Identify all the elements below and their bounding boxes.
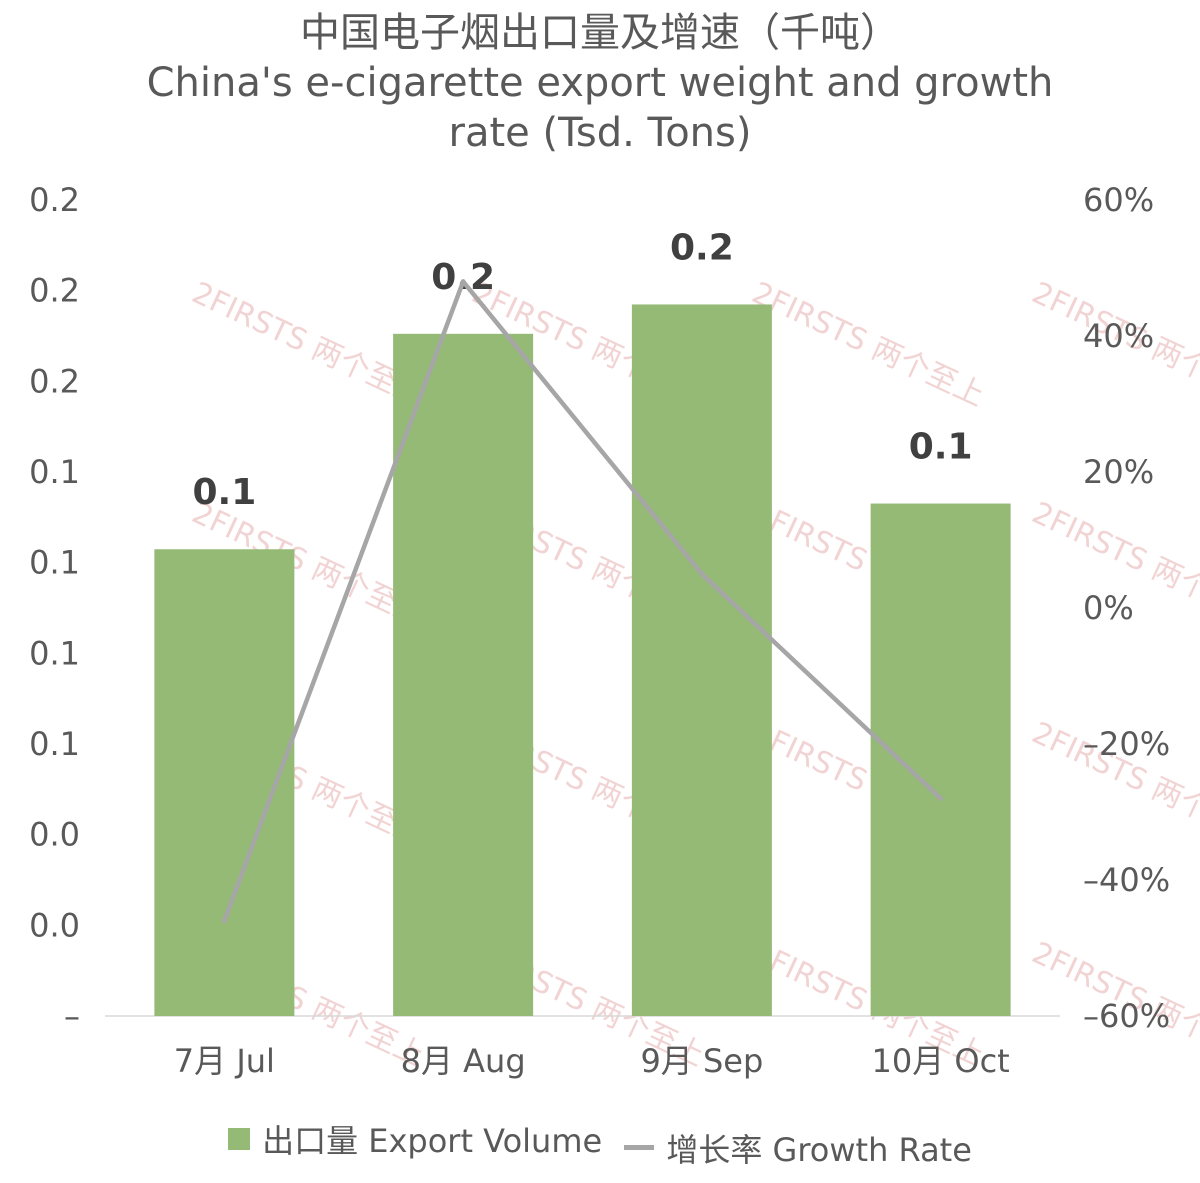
right-axis-tick-label: –60%: [1083, 997, 1170, 1035]
right-axis-tick-label: –20%: [1083, 725, 1170, 763]
legend-label-growth-rate: 增长率 Growth Rate: [666, 1130, 972, 1169]
title-en-line1: China's e-cigarette export weight and gr…: [146, 60, 1054, 106]
left-axis-tick-label: 0.0: [29, 906, 80, 944]
line-point-growth-rate: [699, 571, 705, 577]
chart-title: 中国电子烟出口量及增速（千吨） China's e-cigarette expo…: [0, 8, 1200, 158]
left-axis-tick-label: 0.2: [29, 272, 80, 310]
x-axis-tick-label: 9月 Sep: [640, 1042, 763, 1080]
line-point-growth-rate: [460, 279, 466, 285]
legend-swatch-bar: [228, 1128, 251, 1150]
left-axis-tick-label: 0.1: [29, 634, 80, 672]
bar-export-volume: [154, 549, 295, 1016]
left-axis-tick-label: 0.2: [29, 181, 80, 219]
bar-export-volume: [393, 333, 534, 1017]
right-axis-tick-label: 20%: [1083, 453, 1154, 491]
line-point-growth-rate: [221, 918, 227, 924]
left-axis-tick-label: 0.1: [29, 725, 80, 763]
left-axis-tick-label: 0.2: [29, 362, 80, 400]
bar-data-label: 0.2: [431, 257, 495, 298]
left-axis-tick-label: 0.1: [29, 453, 80, 491]
bar-export-volume: [631, 304, 772, 1016]
bar-data-label: 0.1: [909, 427, 973, 468]
bar-data-label: 0.2: [670, 227, 734, 268]
x-axis-tick-label: 10月 Oct: [872, 1042, 1010, 1080]
x-axis-tick-label: 7月 Jul: [174, 1042, 275, 1080]
title-en-line2: rate (Tsd. Tons): [448, 110, 752, 156]
left-axis-tick-label: –: [64, 997, 80, 1035]
title-zh: 中国电子烟出口量及增速（千吨）: [300, 10, 900, 56]
bar-export-volume: [870, 503, 1011, 1016]
left-axis-tick-label: 0.1: [29, 544, 80, 582]
line-growth-rate: [222, 279, 943, 922]
right-axis-tick-label: 60%: [1083, 181, 1154, 219]
right-axis-tick-label: 40%: [1083, 317, 1154, 355]
legend: 出口量 Export Volume 增长率 Growth Rate: [0, 1116, 1200, 1171]
right-axis-tick-label: –40%: [1083, 861, 1170, 899]
x-axis-tick-label: 8月 Aug: [401, 1042, 526, 1080]
watermark-text-0-2: 2FIRSTS 两个至上: [747, 276, 990, 414]
line-point-growth-rate: [938, 795, 944, 801]
right-axis-tick-label: 0%: [1083, 589, 1134, 627]
left-axis-tick-label: 0.0: [29, 816, 80, 854]
bar-data-label: 0.1: [192, 472, 256, 513]
legend-item-export-volume[interactable]: 出口量 Export Volume: [228, 1116, 602, 1162]
legend-label-export-volume: 出口量 Export Volume: [262, 1122, 603, 1160]
legend-item-growth-rate[interactable]: 增长率 Growth Rate: [624, 1125, 972, 1171]
legend-swatch-line: [624, 1145, 655, 1150]
